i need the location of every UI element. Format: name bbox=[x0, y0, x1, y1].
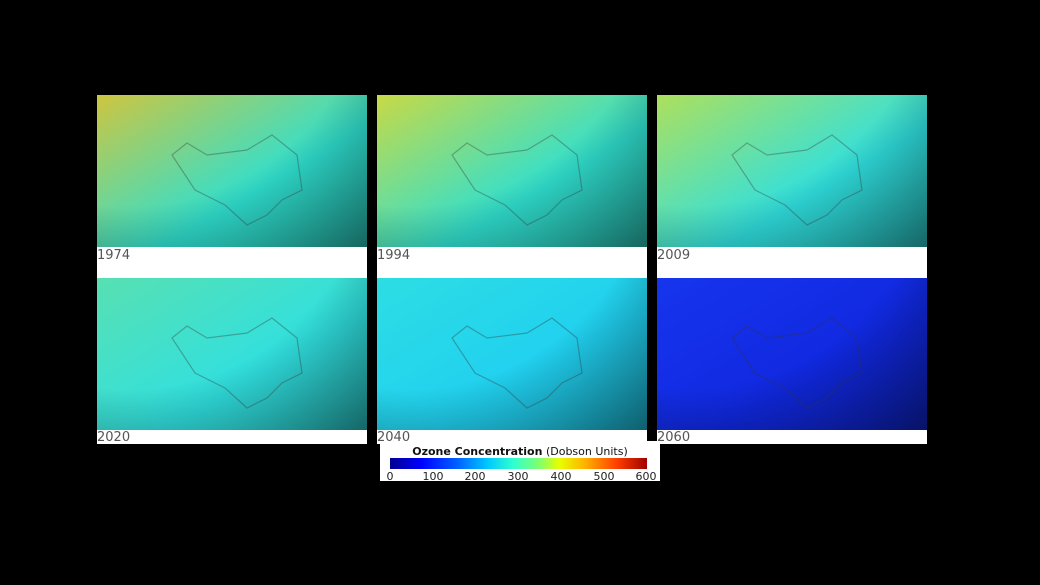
year-strip: 1974 bbox=[97, 247, 367, 278]
globe-image bbox=[97, 95, 367, 247]
map-panel-1994: 1994 bbox=[377, 95, 647, 278]
ozone-globe-2009 bbox=[657, 95, 927, 247]
year-label: 1994 bbox=[377, 248, 411, 263]
legend-tick: 100 bbox=[422, 470, 444, 483]
legend-title-text: Ozone Concentration bbox=[412, 445, 543, 458]
map-panel-2020: 2020 bbox=[97, 278, 367, 444]
map-panel-2060: 2060 bbox=[657, 278, 927, 444]
legend-tick: 600 bbox=[635, 470, 657, 483]
ozone-globe-1994 bbox=[377, 95, 647, 247]
color-legend: Ozone Concentration (Dobson Units) 0 100… bbox=[380, 441, 660, 483]
legend-tick: 200 bbox=[464, 470, 486, 483]
year-label: 2020 bbox=[97, 430, 131, 444]
legend-title: Ozone Concentration (Dobson Units) bbox=[380, 445, 660, 458]
ozone-globe-2060 bbox=[657, 278, 927, 430]
legend-tick: 500 bbox=[593, 470, 615, 483]
legend-tick: 400 bbox=[550, 470, 572, 483]
year-strip: 2040 bbox=[377, 430, 647, 444]
globe-image bbox=[657, 278, 927, 430]
ozone-globe-2020 bbox=[97, 278, 367, 430]
map-panel-2009: 2009 bbox=[657, 95, 927, 278]
ozone-globe-1974 bbox=[97, 95, 367, 247]
legend-tick: 300 bbox=[507, 470, 529, 483]
ozone-globe-2040 bbox=[377, 278, 647, 430]
legend-units: (Dobson Units) bbox=[545, 445, 628, 458]
color-scale-bar bbox=[390, 458, 647, 469]
year-label: 2040 bbox=[377, 430, 411, 444]
year-label: 2060 bbox=[657, 430, 691, 444]
year-strip: 2009 bbox=[657, 247, 927, 278]
map-panel-2040: 2040 bbox=[377, 278, 647, 444]
year-label: 2009 bbox=[657, 248, 691, 263]
globe-image bbox=[377, 95, 647, 247]
globe-image bbox=[97, 278, 367, 430]
globe-image bbox=[377, 278, 647, 430]
year-strip: 2060 bbox=[657, 430, 927, 444]
year-strip: 2020 bbox=[97, 430, 367, 444]
year-label: 1974 bbox=[97, 248, 131, 263]
year-strip: 1994 bbox=[377, 247, 647, 278]
legend-tick: 0 bbox=[386, 470, 394, 483]
map-panel-1974: 1974 bbox=[97, 95, 367, 278]
globe-image bbox=[657, 95, 927, 247]
